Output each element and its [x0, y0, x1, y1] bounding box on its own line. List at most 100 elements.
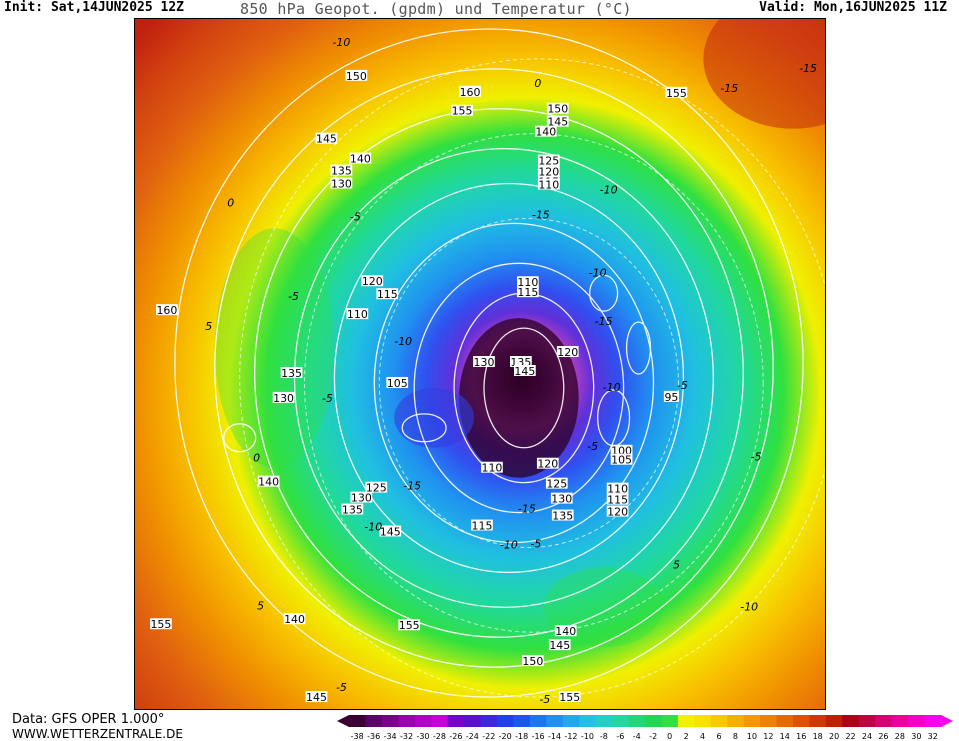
- geopotential-label: 145: [305, 691, 328, 704]
- legend-tick: 6: [716, 732, 721, 741]
- geopotential-label-text: 155: [559, 691, 580, 704]
- legend-swatch: [809, 715, 827, 727]
- legend-tick: -32: [400, 732, 413, 741]
- legend-tick: 2: [684, 732, 689, 741]
- legend-right-arrow: [941, 715, 953, 727]
- geopotential-label: 155: [398, 619, 421, 632]
- geopotential-label: 135: [330, 165, 353, 178]
- geopotential-label-text: 105: [611, 454, 632, 467]
- legend-tick: 18: [813, 732, 823, 741]
- temperature-label: -5: [677, 379, 688, 392]
- geopotential-label: 155: [665, 87, 688, 100]
- geopotential-label-text: 135: [331, 165, 352, 178]
- temperature-label: 0: [253, 452, 260, 465]
- cold-core: [459, 318, 579, 478]
- geopotential-label: 105: [386, 377, 409, 390]
- geopotential-label: 145: [546, 116, 569, 129]
- geopotential-label: 135: [551, 510, 574, 523]
- geopotential-label-text: 130: [273, 392, 294, 405]
- legend-swatch: [908, 715, 926, 727]
- geopotential-label-text: 120: [537, 458, 558, 471]
- temperature-label: -5: [587, 440, 598, 453]
- geopotential-label-text: 115: [472, 520, 493, 533]
- temperature-label: -10: [394, 335, 412, 348]
- geopotential-label: 125: [537, 155, 560, 168]
- legend-swatch: [398, 715, 416, 727]
- valid-time-label: Valid: Mon,16JUN2025 11Z: [759, 0, 947, 15]
- geopotential-label-text: 135: [281, 367, 302, 380]
- legend-swatch: [464, 715, 482, 727]
- temperature-label: -15: [532, 208, 550, 221]
- geopotential-label-text: 120: [538, 166, 559, 179]
- legend-swatch: [891, 715, 909, 727]
- geopotential-label: 95: [663, 391, 680, 404]
- legend-tick: -10: [581, 732, 594, 741]
- temperature-label: -10: [740, 600, 758, 613]
- legend-swatch: [875, 715, 893, 727]
- legend-swatch: [612, 715, 630, 727]
- geopotential-label-text: 160: [156, 304, 177, 317]
- website-label: WWW.WETTERZENTRALE.DE: [12, 727, 183, 741]
- geopotential-label-text: 135: [342, 504, 363, 517]
- geopotential-label-text: 130: [331, 178, 352, 191]
- temperature-label: 0: [534, 77, 541, 90]
- temperature-label: 5: [673, 558, 680, 571]
- warm-corner-ne: [703, 19, 825, 129]
- legend-swatch: [661, 715, 679, 727]
- geopotential-label-text: 155: [452, 105, 473, 118]
- legend-tick: -20: [499, 732, 512, 741]
- legend-swatch: [381, 715, 399, 727]
- legend-swatch: [727, 715, 745, 727]
- legend-tick: 16: [796, 732, 806, 741]
- temperature-label: -5: [350, 210, 361, 223]
- legend-tick: 8: [733, 732, 738, 741]
- temperature-label: -15: [403, 480, 421, 493]
- geopotential-label-text: 110: [482, 462, 503, 475]
- geopotential-label: 160: [156, 304, 178, 317]
- legend-swatch: [595, 715, 613, 727]
- geopotential-label: 155: [451, 105, 473, 118]
- legend-swatch: [858, 715, 876, 727]
- geopotential-label-text: 155: [399, 619, 420, 632]
- geopotential-label-text: 115: [377, 288, 398, 301]
- legend-swatch: [825, 715, 843, 727]
- geopotential-label: 145: [514, 365, 536, 378]
- geopotential-label-text: 120: [557, 346, 578, 359]
- legend-swatch: [497, 715, 514, 727]
- legend-swatch: [743, 715, 761, 727]
- geopotential-label-text: 125: [546, 478, 567, 491]
- geopotential-label-text: 150: [346, 70, 367, 83]
- geopotential-label-text: 115: [517, 286, 538, 299]
- legend-swatch: [710, 715, 728, 727]
- legend-swatch: [546, 715, 564, 727]
- geopotential-label: 160: [459, 86, 481, 99]
- geopotential-label: 155: [558, 691, 581, 704]
- geopotential-label-text: 145: [547, 116, 568, 129]
- temperature-label: -10: [603, 381, 621, 394]
- geopotential-label-text: 115: [607, 494, 628, 507]
- legend-tick: -36: [367, 732, 380, 741]
- geopotential-label-text: 145: [514, 365, 535, 378]
- legend-tick: -14: [548, 732, 561, 741]
- geopotential-label: 115: [471, 520, 493, 533]
- geopotential-label: 140: [283, 613, 306, 626]
- legend-swatch: [793, 715, 810, 727]
- geopotential-label: 130: [272, 392, 295, 405]
- temperature-label: -10: [332, 36, 350, 49]
- geopotential-label: 155: [150, 618, 172, 631]
- temperature-label: -15: [799, 62, 817, 75]
- legend-tick: 32: [928, 732, 938, 741]
- temperature-label: -5: [322, 392, 333, 405]
- cold-pool-blue: [394, 387, 475, 448]
- temperature-label: 5: [205, 320, 212, 333]
- legend-tick: 30: [911, 732, 921, 741]
- legend-tick: 14: [780, 732, 790, 741]
- legend-tick: -4: [633, 732, 641, 741]
- geopotential-label: 145: [548, 639, 571, 652]
- legend-tick: -22: [482, 732, 495, 741]
- geopotential-label-text: 155: [666, 87, 687, 100]
- geopotential-label: 120: [361, 275, 384, 288]
- geopotential-label-text: 145: [549, 639, 570, 652]
